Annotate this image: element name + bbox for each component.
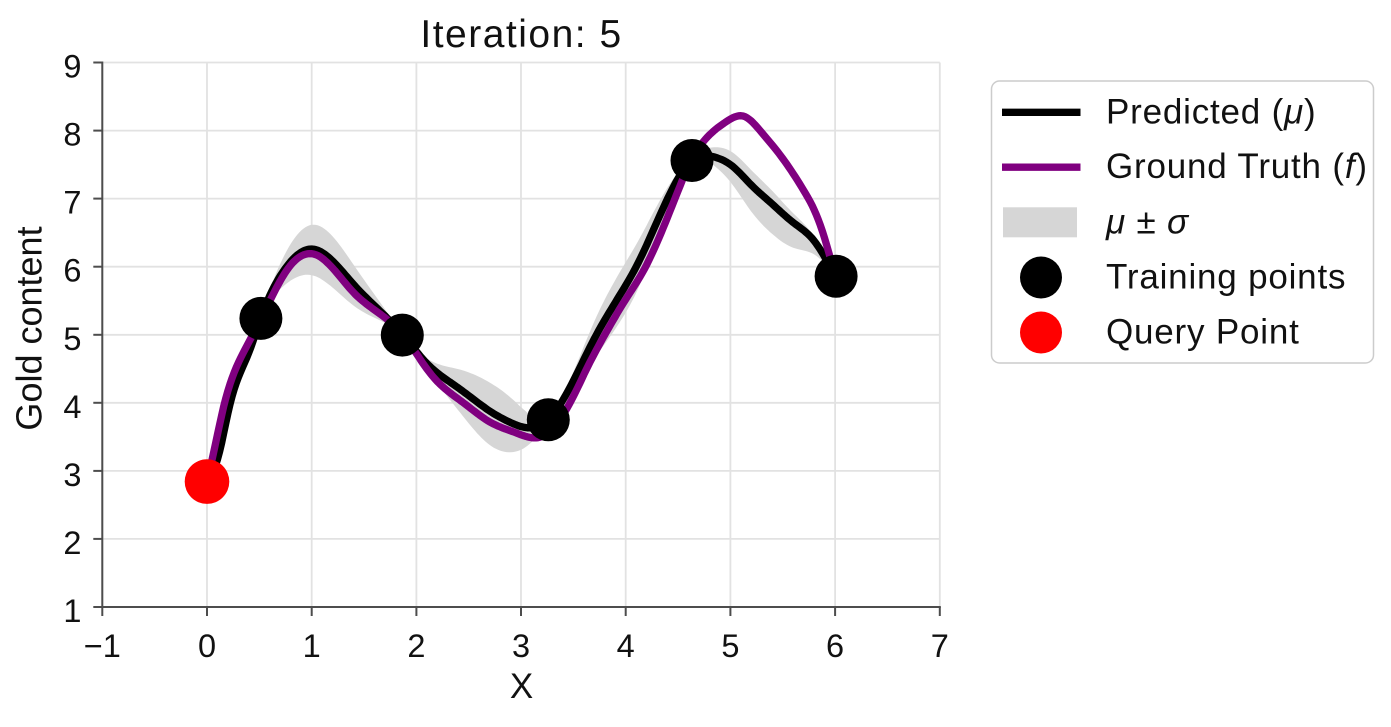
svg-text:4: 4 [617, 628, 635, 664]
svg-text:Ground Truth (f): Ground Truth (f) [1106, 147, 1368, 186]
svg-text:Training points: Training points [1106, 258, 1346, 297]
svg-text:4: 4 [63, 389, 81, 425]
svg-text:Predicted (μ): Predicted (μ) [1106, 92, 1317, 131]
svg-text:2: 2 [407, 628, 425, 664]
svg-text:5: 5 [721, 628, 739, 664]
svg-text:Query Point: Query Point [1106, 313, 1300, 352]
svg-text:X: X [510, 667, 533, 706]
svg-text:7: 7 [931, 628, 949, 664]
svg-text:Iteration: 5: Iteration: 5 [420, 13, 622, 56]
svg-text:7: 7 [63, 185, 81, 221]
svg-text:6: 6 [826, 628, 844, 664]
svg-text:1: 1 [303, 628, 321, 664]
svg-text:3: 3 [512, 628, 530, 664]
svg-text:6: 6 [63, 253, 81, 289]
svg-text:0: 0 [198, 628, 216, 664]
svg-text:1: 1 [63, 593, 81, 629]
svg-text:5: 5 [63, 321, 81, 357]
svg-text:2: 2 [63, 525, 81, 561]
svg-text:μ ± σ: μ ± σ [1105, 202, 1190, 241]
svg-text:9: 9 [63, 49, 81, 85]
svg-text:−1: −1 [84, 628, 121, 664]
svg-text:Gold content: Gold content [9, 226, 50, 430]
svg-text:8: 8 [63, 117, 81, 153]
svg-text:3: 3 [63, 457, 81, 493]
